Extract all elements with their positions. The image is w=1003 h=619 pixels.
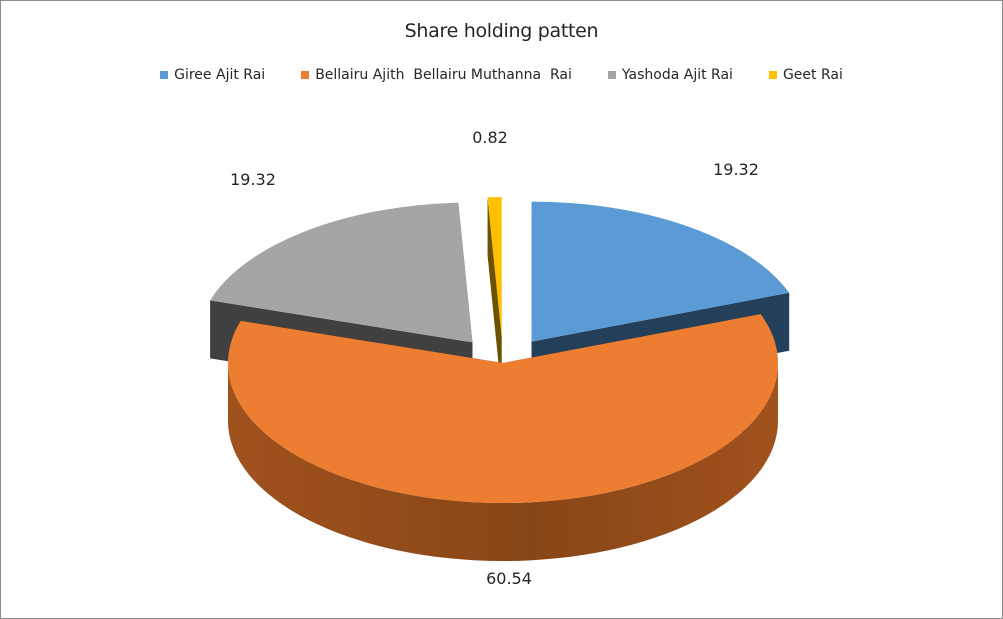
- slice-top: [210, 202, 473, 343]
- chart-title: Share holding patten: [404, 20, 599, 42]
- legend-swatch: [160, 71, 169, 79]
- chart-legend: Giree Ajit Rai Bellairu Ajith Bellairu M…: [1, 67, 1002, 83]
- legend-swatch: [768, 71, 777, 79]
- slice-geet: [487, 197, 502, 396]
- legend-label: Giree Ajit Rai: [174, 67, 266, 83]
- legend-swatch: [607, 71, 616, 79]
- slice-side-shade: [228, 363, 778, 561]
- legend-swatch: [301, 71, 310, 79]
- slice-top: [487, 197, 502, 338]
- slice-top: [228, 314, 779, 503]
- data-label: 60.54: [486, 569, 532, 588]
- data-label: 0.82: [472, 128, 508, 147]
- data-label: 19.32: [713, 160, 759, 179]
- legend-label: Bellairu Ajith Bellairu Muthanna Rai: [315, 67, 572, 83]
- legend-item-giree: Giree Ajit Rai: [160, 67, 265, 83]
- data-label: 19.32: [230, 170, 276, 189]
- legend-item-geet: Geet Rai: [768, 67, 843, 83]
- legend-item-yashoda: Yashoda Ajit Rai: [607, 67, 733, 83]
- slice-top: [531, 201, 790, 342]
- legend-item-bellairu: Bellairu Ajith Bellairu Muthanna Rai: [301, 67, 572, 83]
- legend-label: Yashoda Ajit Rai: [621, 67, 733, 83]
- slice-bellairu: [228, 314, 779, 561]
- legend-label: Geet Rai: [782, 67, 843, 83]
- slice-wall: [487, 197, 502, 396]
